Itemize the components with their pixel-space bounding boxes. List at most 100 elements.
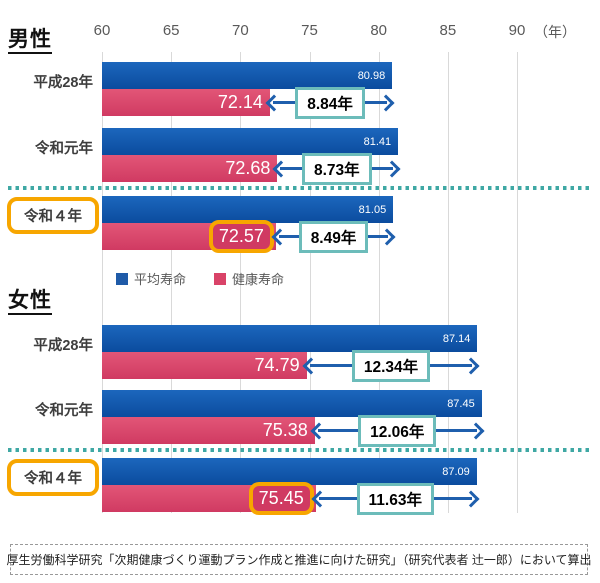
arrow-left-icon [310, 422, 328, 439]
arrow-left-icon [272, 160, 290, 177]
arrow-left-icon [265, 94, 283, 111]
health-value-label: 72.57 [208, 219, 274, 254]
axis-tick-label: 80 [370, 22, 387, 39]
grid-line [102, 52, 103, 513]
grid-line [240, 52, 242, 513]
life-expectancy-bar: 87.09 [102, 458, 477, 485]
arrow-right-icon [467, 422, 485, 439]
chart-row: 平成28年 87.14 74.79 12.34年 [0, 325, 600, 382]
row-label: 令和元年 [2, 390, 100, 444]
arrow-line [280, 167, 302, 170]
legend-item: 平均寿命 [116, 269, 186, 288]
arrow-line [309, 364, 352, 367]
life-expectancy-bar: 80.98 [102, 62, 393, 89]
axis-tick-label: 90 [508, 22, 526, 39]
arrow-left-icon [302, 357, 320, 374]
chart-row: 令和４年 87.09 75.45 11.63年 [0, 458, 600, 516]
grid-line [378, 52, 380, 513]
arrow-right-icon [377, 94, 395, 111]
healthy-life-bar: 74.79 [102, 352, 307, 379]
chart-row: 令和元年 87.45 75.38 12.06年 [0, 390, 600, 447]
row-label: 平成28年 [2, 62, 100, 116]
male-section-title: 男性 [8, 28, 52, 55]
health-value-label: 72.14 [217, 92, 263, 112]
legend-label: 平均寿命 [134, 272, 187, 287]
arrow-line [317, 429, 359, 432]
gap-value-box: 8.84年 [295, 86, 365, 119]
life-expectancy-bar: 81.05 [102, 196, 394, 223]
arrow-line [318, 497, 357, 500]
source-note: 厚生労働科学研究「次期健康づくり運動プラン作成と推進に向けた研究」（研究代表者 … [7, 544, 592, 575]
legend-swatch-icon [116, 272, 128, 285]
health-value-label: 74.79 [254, 355, 300, 375]
grid-line [171, 52, 173, 513]
healthy-life-bar: 75.38 [102, 417, 315, 444]
life-expectancy-bar: 87.45 [102, 390, 482, 417]
gap-indicator: 12.06年 [310, 414, 485, 447]
grid-line [447, 52, 449, 513]
legend-item: 健康寿命 [214, 269, 284, 288]
life-value-label: 87.14 [442, 332, 471, 345]
grid-line [309, 52, 311, 513]
axis-tick-label: 75 [301, 22, 318, 39]
row-label-text: 平成28年 [33, 338, 93, 354]
row-label: 令和元年 [2, 128, 100, 182]
separator-line [8, 448, 593, 452]
arrow-line [433, 497, 472, 500]
row-label-text: 令和４年 [7, 197, 99, 234]
arrow-right-icon [383, 160, 401, 177]
health-value-label: 75.45 [248, 481, 314, 516]
axis-tick-label: 70 [231, 22, 249, 39]
gap-value-box: 8.73年 [301, 152, 372, 185]
arrow-right-icon [462, 490, 480, 507]
arrow-line [364, 101, 388, 104]
gap-indicator: 8.49年 [271, 220, 396, 253]
row-label-text: 令和４年 [7, 459, 99, 496]
axis-tick-label: 85 [439, 22, 457, 39]
arrow-line [371, 167, 394, 170]
axis-tick-label: 65 [162, 22, 180, 39]
arrow-line [278, 235, 299, 238]
health-value-label: 72.68 [225, 158, 271, 178]
arrow-line [436, 429, 477, 432]
gap-value-box: 12.06年 [358, 414, 437, 447]
healthy-life-bar: 72.57 [102, 219, 276, 254]
life-value-label: 87.45 [447, 397, 475, 410]
healthy-life-bar: 72.68 [102, 155, 278, 182]
arrow-left-icon [311, 490, 329, 507]
gap-value-box: 8.49年 [298, 220, 369, 253]
chart-row: 平成28年 80.98 72.14 8.84年 [0, 62, 600, 119]
gap-indicator: 11.63年 [311, 482, 480, 515]
arrow-right-icon [378, 228, 396, 245]
female-section-title: 女性 [8, 289, 52, 316]
gap-indicator: 8.73年 [272, 152, 401, 185]
life-value-label: 80.98 [357, 69, 386, 82]
separator-line [8, 186, 593, 190]
row-label-text: 令和元年 [35, 141, 93, 157]
arrow-line [430, 364, 473, 367]
life-value-label: 81.41 [363, 135, 392, 148]
legend-swatch-icon [214, 272, 227, 285]
chart-row: 令和４年 81.05 72.57 8.49年 [0, 196, 600, 254]
arrow-line [272, 101, 296, 104]
legend: 平均寿命 健康寿命 [116, 269, 284, 288]
healthy-life-bar: 72.14 [102, 89, 270, 116]
row-label: 令和４年 [2, 458, 100, 512]
row-label: 令和４年 [2, 196, 100, 250]
legend-label: 健康寿命 [232, 272, 285, 287]
gap-value-box: 11.63年 [356, 482, 434, 515]
row-label: 平成28年 [2, 325, 100, 379]
gap-indicator: 8.84年 [265, 86, 395, 119]
life-expectancy-bar: 81.41 [102, 128, 399, 155]
gap-value-box: 12.34年 [351, 349, 431, 382]
chart-row: 令和元年 81.41 72.68 8.73年 [0, 128, 600, 185]
axis-tick-label: 60 [93, 22, 111, 39]
row-label-text: 平成28年 [33, 75, 93, 91]
life-expectancy-bar: 87.14 [102, 325, 478, 352]
grid-line [517, 52, 518, 513]
arrow-left-icon [271, 228, 289, 245]
gap-indicator: 12.34年 [302, 349, 480, 382]
healthy-life-bar: 75.45 [102, 481, 316, 516]
arrow-right-icon [462, 357, 480, 374]
